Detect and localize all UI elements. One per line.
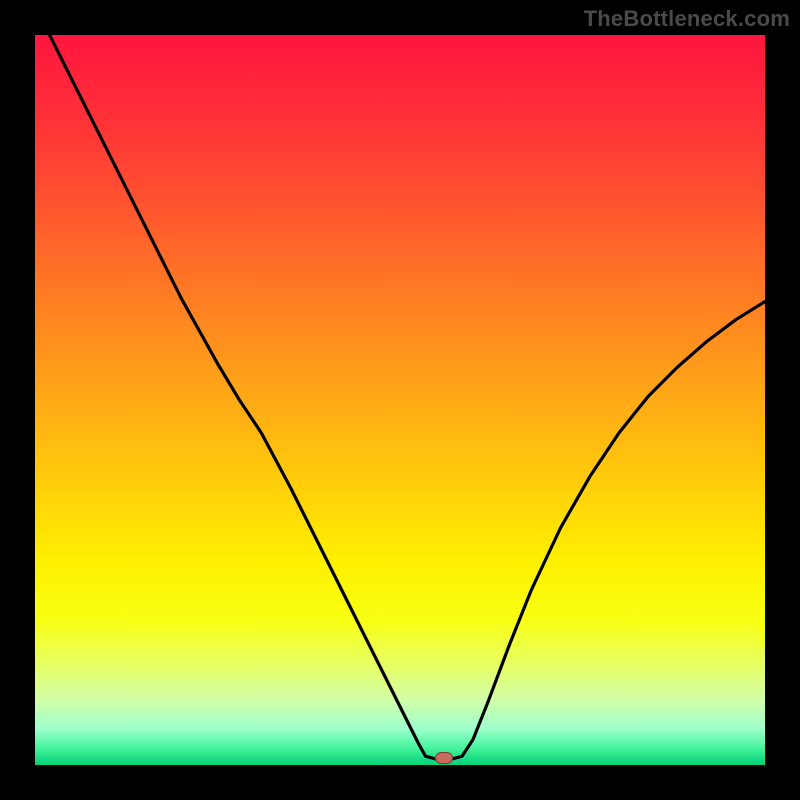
plot-svg — [35, 35, 765, 765]
optimum-marker-pill — [435, 752, 452, 763]
plot-area — [35, 35, 765, 765]
chart-stage: TheBottleneck.com — [0, 0, 800, 800]
optimum-marker — [435, 752, 453, 764]
plot-background — [35, 35, 765, 765]
watermark-text: TheBottleneck.com — [584, 6, 790, 32]
